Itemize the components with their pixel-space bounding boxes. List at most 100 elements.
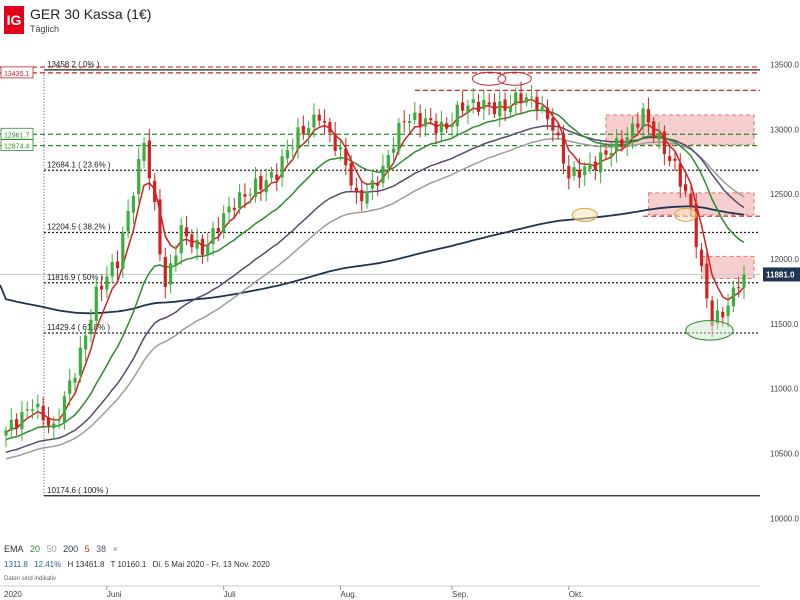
candle-body xyxy=(593,161,597,171)
candle-body xyxy=(402,121,406,123)
candle-body xyxy=(243,194,247,197)
candle-body xyxy=(599,152,603,173)
candle-body xyxy=(445,123,449,129)
candle-body xyxy=(222,213,226,233)
candle-body xyxy=(360,190,364,202)
candle-body xyxy=(492,102,497,115)
stat-change-pct: 12.41% xyxy=(34,560,62,569)
candle-body xyxy=(721,311,725,318)
candle-body xyxy=(110,261,114,277)
candle-body xyxy=(115,261,120,269)
current-price-tag xyxy=(763,267,800,282)
candle-body xyxy=(429,118,433,121)
x-tick-label: 2020 xyxy=(4,590,22,599)
fib-level-label: 11429.4 ( 61.8% ) xyxy=(47,323,110,332)
candle-body xyxy=(153,180,157,202)
current-price-label: 11881.0 xyxy=(766,270,795,279)
candle-body xyxy=(646,109,651,123)
candle-body xyxy=(57,419,61,421)
resistance-zone xyxy=(647,192,755,216)
close-icon[interactable]: × xyxy=(112,544,118,554)
candle-body xyxy=(179,225,183,254)
candle-body xyxy=(41,406,45,421)
candle-body xyxy=(238,192,242,209)
x-tick-label: Sep. xyxy=(452,590,468,599)
candle-body xyxy=(317,114,321,121)
candle-body xyxy=(434,121,438,134)
legend-period-50[interactable]: 50 xyxy=(46,544,57,554)
candle-body xyxy=(200,238,205,255)
ema-line xyxy=(0,205,745,315)
candle-body xyxy=(731,287,735,307)
side-label: 13435.1 xyxy=(4,71,29,78)
candle-body xyxy=(461,102,465,111)
candle-body xyxy=(275,174,279,180)
candle-body xyxy=(689,194,693,207)
candle-body xyxy=(126,210,130,232)
candle-body xyxy=(450,124,454,127)
candle-body xyxy=(68,380,72,394)
candle-body xyxy=(455,104,459,127)
candle-body xyxy=(376,183,380,186)
candle-body xyxy=(344,148,348,166)
candle-body xyxy=(354,187,359,193)
candle-body xyxy=(466,105,470,114)
side-label-box xyxy=(0,139,34,152)
candle-body xyxy=(206,244,210,256)
candle-body xyxy=(699,249,704,266)
legend-period-20[interactable]: 20 xyxy=(30,544,41,554)
candle-body xyxy=(572,167,576,176)
candle-body xyxy=(15,419,19,428)
fib-level-label: 12684.1 ( 23.6% ) xyxy=(47,160,111,169)
ema-line xyxy=(5,125,745,454)
candle-body xyxy=(694,203,698,248)
candle-body xyxy=(726,305,730,317)
candle-body xyxy=(259,176,263,190)
candle-body xyxy=(99,285,104,290)
x-tick-label: Juni xyxy=(107,590,122,599)
side-label: 12961.7 xyxy=(4,132,29,139)
candle-body xyxy=(328,122,332,133)
candle-body xyxy=(349,163,353,186)
stat-low: T 10160.1 xyxy=(110,560,147,569)
candle-body xyxy=(296,127,300,150)
legend-period-200[interactable]: 200 xyxy=(63,544,79,554)
candle-body xyxy=(46,417,51,426)
candle-body xyxy=(338,147,343,150)
candle-body xyxy=(333,133,337,151)
y-tick-label: 10000.0 xyxy=(770,514,799,523)
instrument-title: GER 30 Kassa (1€) xyxy=(30,6,152,22)
stats-bar: 1311.8 12.41% H 13461.8 T 10160.1 Di. 5 … xyxy=(4,560,274,569)
candle-body xyxy=(62,396,66,423)
candle-body xyxy=(142,142,146,162)
legend-period-5[interactable]: 5 xyxy=(84,544,90,554)
candle-body xyxy=(94,286,98,321)
candle-body xyxy=(105,276,109,290)
candle-body xyxy=(482,99,486,110)
candle-body xyxy=(386,154,390,169)
candle-body xyxy=(163,257,167,287)
candle-body xyxy=(503,99,507,111)
candle-body xyxy=(158,199,162,255)
ema-line xyxy=(5,98,745,434)
candle-body xyxy=(498,101,502,117)
candle-body xyxy=(742,274,746,288)
candle-body xyxy=(365,191,369,204)
candle-body xyxy=(407,120,412,124)
candle-body xyxy=(20,411,24,430)
candle-body xyxy=(418,113,422,127)
candle-body xyxy=(36,403,40,408)
legend-period-38[interactable]: 38 xyxy=(96,544,107,554)
candle-body xyxy=(211,228,215,244)
candle-body xyxy=(312,114,316,128)
candle-body xyxy=(280,156,284,178)
indicator-legend: EMA 20 50 200 5 38 × xyxy=(4,544,122,554)
x-tick-label: Okt. xyxy=(569,590,584,599)
candle-body xyxy=(291,147,295,149)
candle-body xyxy=(715,310,720,325)
side-label-box xyxy=(0,66,34,79)
candle-body xyxy=(519,93,523,104)
resistance-zone xyxy=(701,255,755,279)
candle-body xyxy=(4,430,8,436)
